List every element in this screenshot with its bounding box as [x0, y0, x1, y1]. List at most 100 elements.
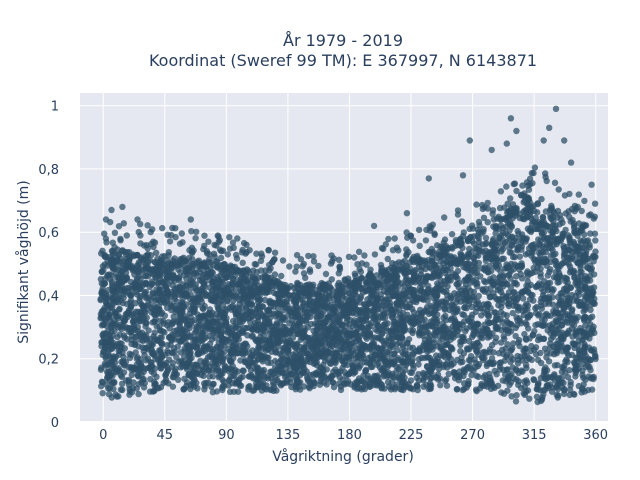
scatter-point: [332, 325, 339, 333]
scatter-point: [307, 320, 315, 328]
scatter-point: [213, 320, 221, 327]
scatter-point: [384, 363, 392, 370]
scatter-point: [312, 301, 320, 308]
scatter-point: [229, 317, 237, 325]
scatter-point: [134, 268, 142, 275]
scatter-point: [109, 345, 116, 352]
scatter-point: [535, 236, 542, 243]
scatter-point: [106, 385, 114, 392]
scatter-point: [500, 311, 507, 318]
scatter-point: [413, 381, 421, 389]
scatter-point: [360, 355, 367, 362]
scatter-point: [518, 234, 525, 241]
scatter-point: [306, 292, 314, 299]
scatter-point: [534, 200, 542, 208]
scatter-point: [162, 371, 169, 379]
scatter-point: [528, 356, 535, 363]
scatter-point: [415, 356, 423, 363]
scatter-point: [492, 230, 499, 237]
scatter-point: [462, 299, 469, 306]
scatter-point: [468, 318, 476, 326]
scatter-point: [500, 390, 508, 397]
scatter-point: [526, 335, 533, 342]
scatter-point: [351, 382, 358, 390]
scatter-point: [213, 388, 221, 395]
scatter-point: [183, 322, 191, 330]
scatter-point: [117, 297, 125, 304]
scatter-point: [425, 310, 433, 318]
scatter-point: [486, 319, 493, 327]
scatter-point: [516, 253, 523, 260]
scatter-point: [345, 353, 353, 360]
scatter-point: [566, 301, 573, 308]
scatter-point: [243, 324, 251, 332]
scatter-point: [221, 339, 229, 346]
scatter-point: [170, 370, 178, 378]
scatter-point: [591, 230, 599, 237]
scatter-point: [226, 270, 233, 277]
scatter-point: [123, 336, 131, 343]
scatter-point: [232, 324, 239, 332]
scatter-point: [479, 349, 486, 356]
scatter-point: [580, 308, 587, 315]
scatter-point: [183, 259, 191, 267]
scatter-point: [126, 291, 133, 298]
scatter-point: [406, 288, 413, 295]
scatter-point: [571, 220, 578, 227]
scatter-point: [511, 279, 518, 287]
scatter-point: [276, 327, 283, 334]
scatter-point: [486, 380, 493, 387]
scatter-point: [320, 323, 328, 330]
scatter-point: [389, 378, 396, 385]
scatter-point: [443, 316, 450, 324]
scatter-point: [145, 300, 152, 307]
scatter-point: [437, 252, 444, 260]
scatter-point: [482, 252, 489, 259]
scatter-point: [260, 288, 268, 295]
scatter-point: [548, 324, 555, 331]
scatter-point: [481, 277, 488, 285]
scatter-point: [560, 304, 567, 311]
scatter-point: [197, 357, 204, 364]
scatter-point: [108, 321, 116, 328]
scatter-point: [138, 300, 145, 308]
scatter-point: [99, 247, 106, 254]
scatter-point: [306, 337, 313, 344]
scatter-point: [566, 367, 573, 374]
scatter-point: [100, 281, 107, 288]
scatter-point: [366, 381, 373, 388]
scatter-point: [147, 376, 154, 383]
scatter-point: [273, 321, 280, 328]
scatter-point: [508, 393, 515, 400]
scatter-point: [253, 336, 260, 343]
scatter-point: [456, 372, 463, 379]
scatter-point: [587, 357, 594, 364]
scatter-point: [484, 334, 492, 341]
scatter-point: [119, 268, 126, 275]
scatter-point: [447, 295, 455, 302]
scatter-point: [407, 377, 415, 384]
scatter-point: [494, 382, 502, 389]
scatter-point: [145, 327, 152, 334]
scatter-point: [499, 242, 506, 250]
scatter-point: [274, 338, 281, 345]
scatter-point: [417, 267, 425, 274]
scatter-point: [113, 257, 121, 265]
scatter-point: [459, 358, 466, 366]
scatter-point: [144, 251, 152, 258]
scatter-point: [175, 275, 182, 282]
scatter-point: [500, 255, 507, 262]
scatter-point: [358, 274, 366, 282]
scatter-point: [525, 245, 533, 252]
scatter-point: [534, 282, 541, 289]
scatter-point: [299, 296, 306, 304]
scatter-point: [169, 275, 177, 282]
scatter-point: [549, 246, 556, 254]
scatter-point: [504, 263, 512, 270]
scatter-point: [330, 296, 337, 303]
scatter-point: [157, 298, 165, 306]
scatter-point: [241, 358, 248, 366]
scatter-point: [295, 347, 303, 354]
scatter-point: [330, 317, 337, 324]
scatter-point: [553, 318, 560, 325]
